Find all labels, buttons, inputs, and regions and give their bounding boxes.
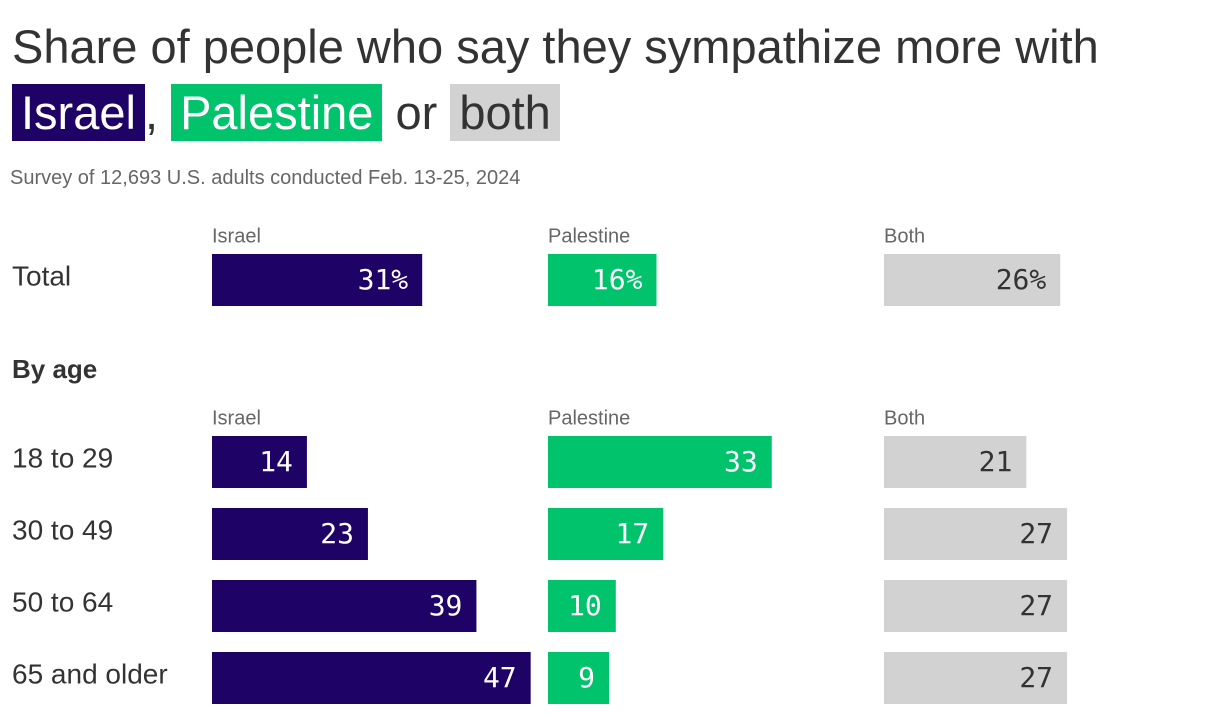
title-both-highlight: both <box>450 84 560 141</box>
data-label-palestine-50-to-64: 10 <box>568 589 602 622</box>
row-label-18-to-29: 18 to 29 <box>12 442 113 473</box>
data-label-both-65-and-older: 27 <box>1019 661 1053 694</box>
data-label-palestine-30-to-49: 17 <box>616 517 650 550</box>
title-or: or <box>395 86 438 139</box>
bar-both-18-to-29 <box>884 436 1027 488</box>
bar-both-65-and-older <box>884 652 1068 704</box>
bar-israel-50-to-64 <box>212 580 477 632</box>
column-header-both: Both <box>884 225 925 247</box>
bar-palestine-total <box>548 254 657 306</box>
bar-palestine-30-to-49 <box>548 508 664 560</box>
data-label-both-50-to-64: 27 <box>1019 589 1053 622</box>
chart-title: Share of people who say they sympathize … <box>12 14 1202 146</box>
data-label-israel-65-and-older: 47 <box>483 661 517 694</box>
data-label-both-18-to-29: 21 <box>979 445 1013 478</box>
row-label-30-to-49: 30 to 49 <box>12 514 113 545</box>
data-label-both-30-to-49: 27 <box>1019 517 1053 550</box>
data-label-palestine-18-to-29: 33 <box>724 445 758 478</box>
column-header-palestine: Palestine <box>548 407 630 429</box>
data-label-israel-total: 31% <box>358 263 409 296</box>
data-label-both-total: 26% <box>996 263 1047 296</box>
bar-palestine-18-to-29 <box>548 436 772 488</box>
bar-israel-total <box>212 254 423 306</box>
bar-israel-65-and-older <box>212 652 531 704</box>
column-header-israel: Israel <box>212 407 261 429</box>
data-label-israel-30-to-49: 23 <box>320 517 354 550</box>
bar-both-30-to-49 <box>884 508 1068 560</box>
column-header-palestine: Palestine <box>548 225 630 247</box>
row-label-65-and-older: 65 and older <box>12 658 168 689</box>
column-header-both: Both <box>884 407 925 429</box>
data-label-palestine-total: 16% <box>592 263 643 296</box>
title-prefix: Share of people who say they sympathize … <box>12 20 1099 73</box>
data-label-palestine-65-and-older: 9 <box>578 661 595 694</box>
bar-both-total <box>884 254 1061 306</box>
row-label-total: Total <box>12 260 71 291</box>
bar-palestine-50-to-64 <box>548 580 616 632</box>
title-israel-highlight: Israel <box>12 84 145 141</box>
title-palestine-highlight: Palestine <box>171 84 383 141</box>
bar-israel-30-to-49 <box>212 508 368 560</box>
data-label-israel-18-to-29: 14 <box>259 445 293 478</box>
row-label-50-to-64: 50 to 64 <box>12 586 113 617</box>
bar-both-50-to-64 <box>884 580 1068 632</box>
column-header-israel: Israel <box>212 225 261 247</box>
chart-subtitle: Survey of 12,693 U.S. adults conducted F… <box>10 167 521 189</box>
bar-palestine-65-and-older <box>548 652 610 704</box>
bar-israel-18-to-29 <box>212 436 307 488</box>
data-label-israel-50-to-64: 39 <box>429 589 463 622</box>
title-comma: , <box>144 86 158 139</box>
section-heading-by-age: By age <box>12 354 98 384</box>
